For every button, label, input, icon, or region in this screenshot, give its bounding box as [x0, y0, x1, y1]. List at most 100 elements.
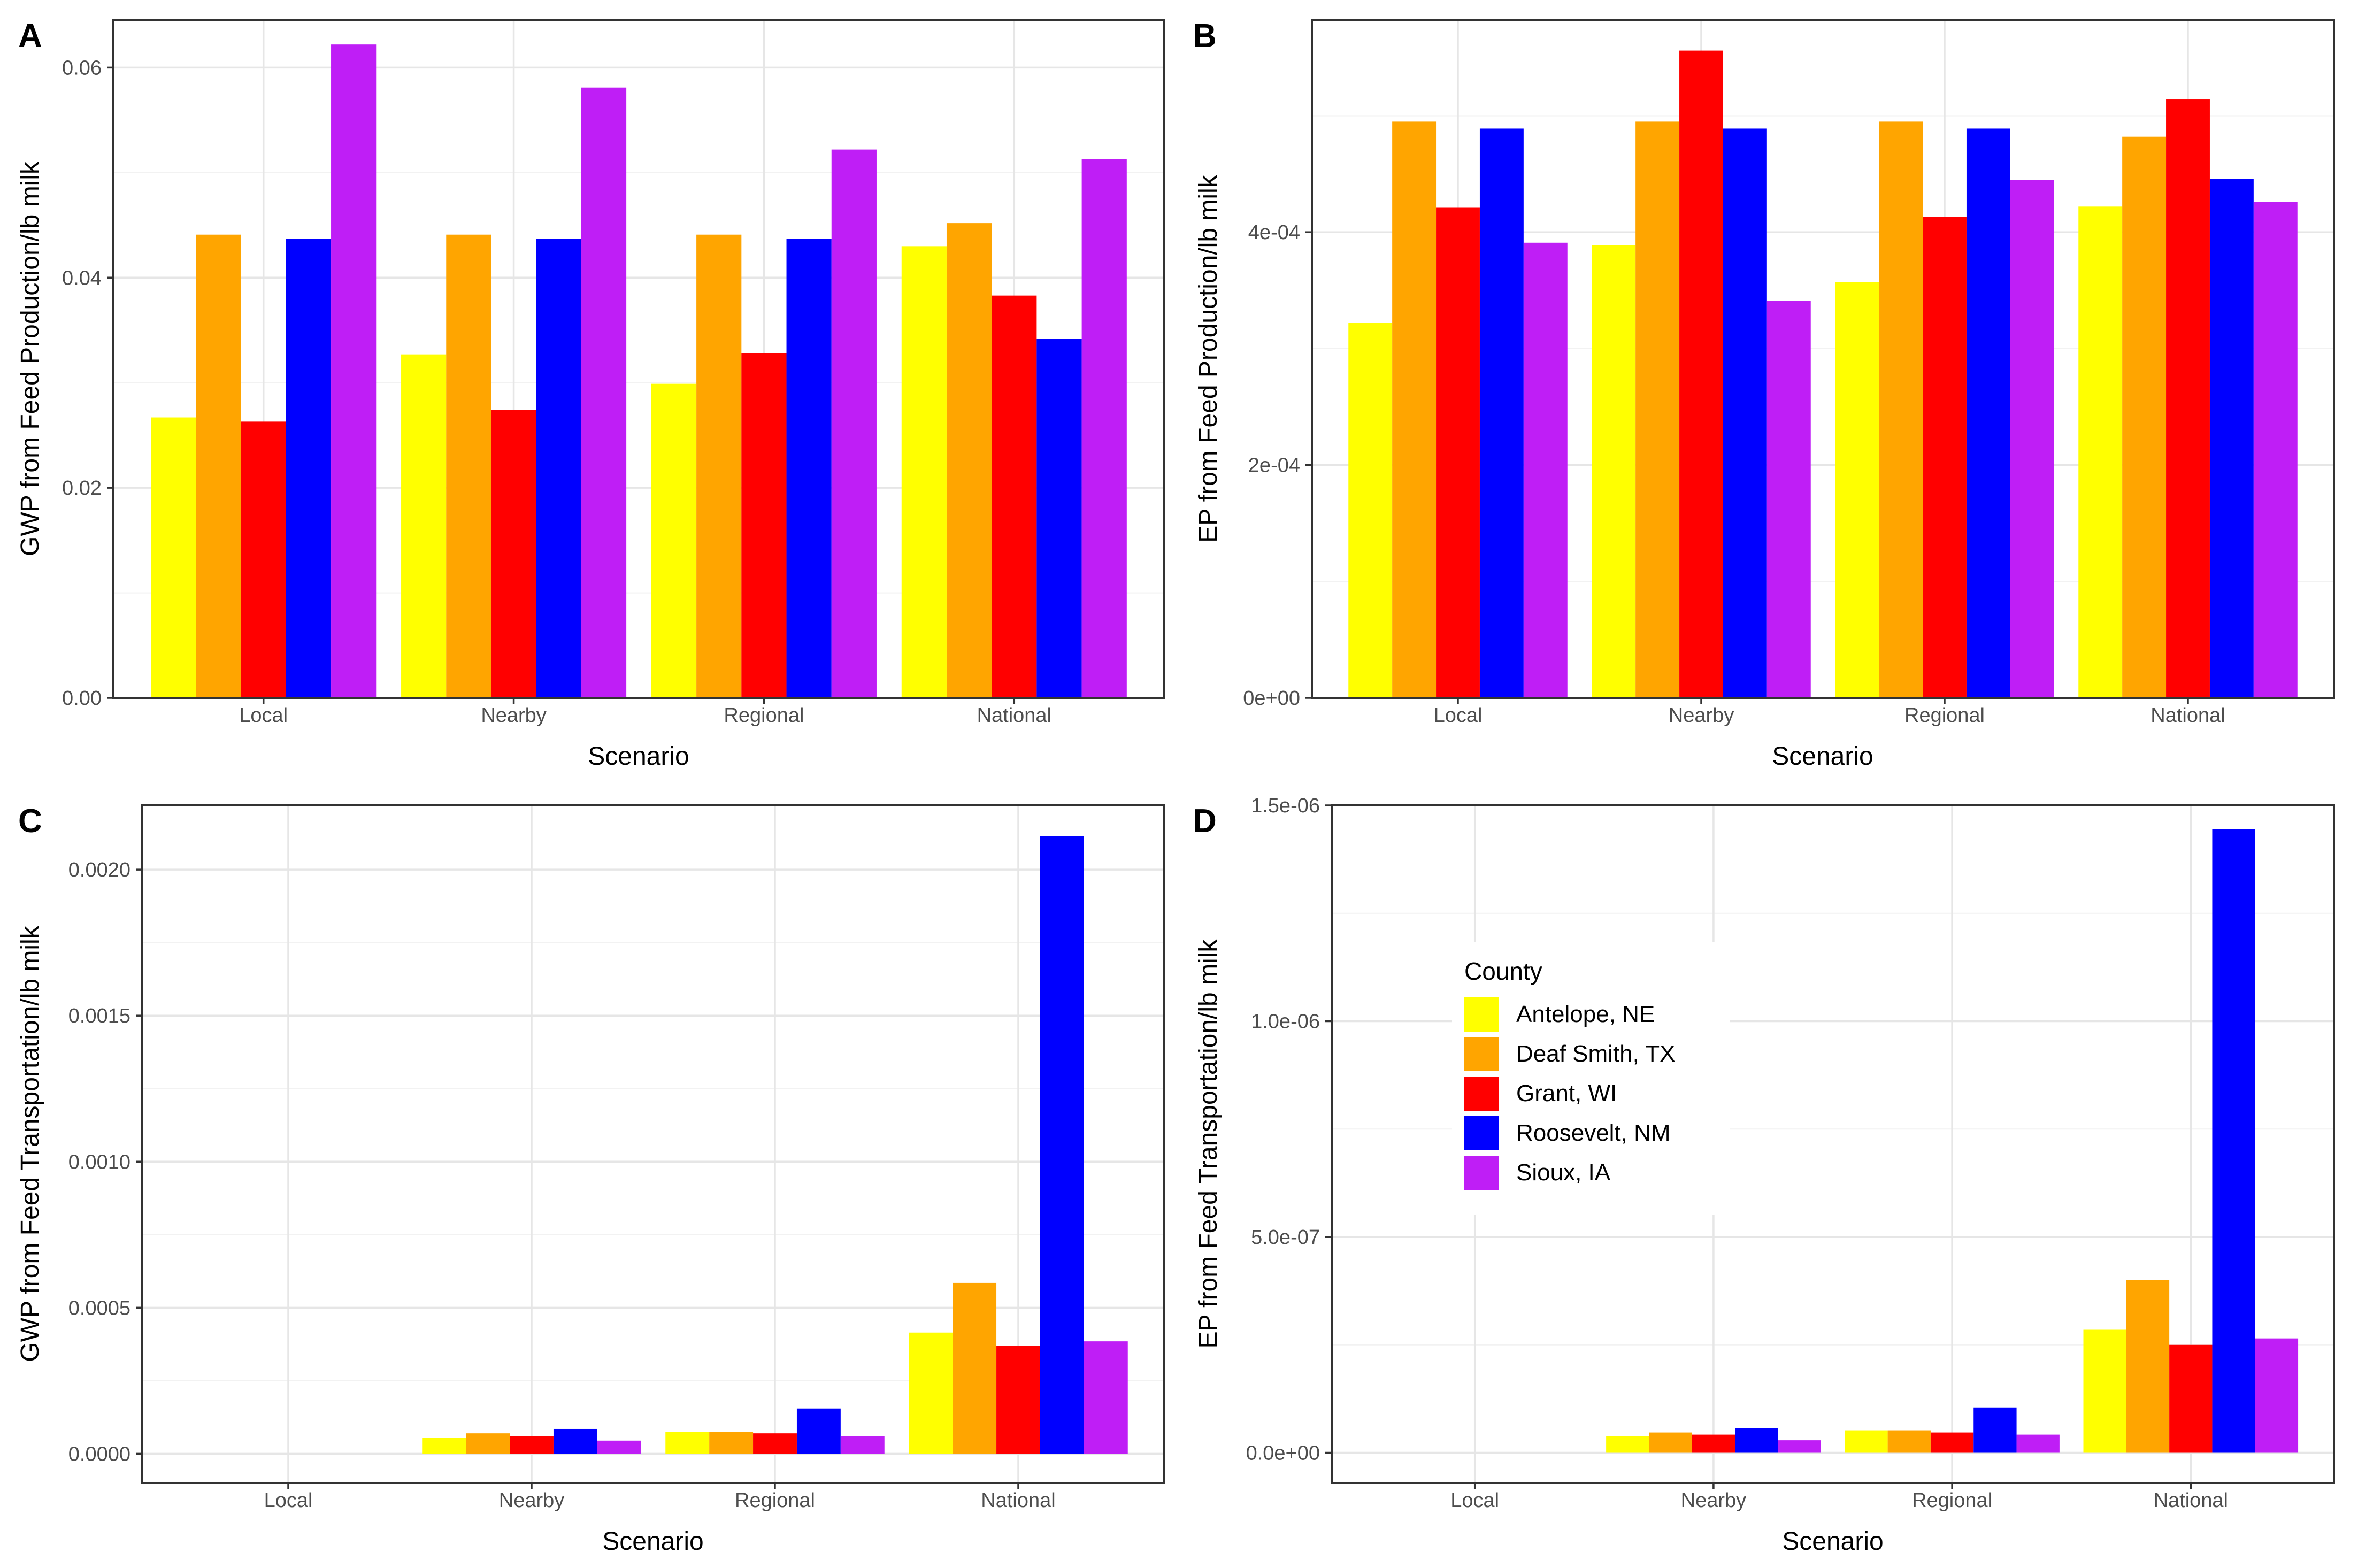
panel-c-bar-grant-wi-regional: [753, 1433, 797, 1454]
panel-c-bar-antelope-ne-national: [909, 1332, 953, 1454]
panel-d-bar-grant-wi-regional: [1930, 1432, 1974, 1453]
panel-b-bar-grant-wi-nearby: [1679, 50, 1723, 698]
panel-d-x-axis-title: Scenario: [1782, 1527, 1883, 1556]
panel-d-bars: [1606, 829, 2299, 1453]
panel-c-bar-grant-wi-national: [996, 1346, 1040, 1454]
panel-b-bar-roosevelt-nm-local: [1479, 128, 1524, 698]
panel-a-bar-roosevelt-nm-regional: [786, 239, 832, 698]
legend-title: County: [1464, 957, 1542, 985]
panel-d-bar-antelope-ne-regional: [1845, 1430, 1888, 1453]
panel-c-x-tick-label: Local: [264, 1489, 313, 1512]
panel-a-bar-deaf-smith-tx-national: [946, 223, 992, 698]
legend-swatch: [1464, 1037, 1499, 1071]
panel-a-bar-roosevelt-nm-national: [1036, 339, 1082, 698]
panel-b-bar-grant-wi-regional: [1923, 217, 1967, 698]
panel-d-bar-deaf-smith-tx-nearby: [1649, 1432, 1692, 1453]
panel-d-y-axis-title: EP from Feed Transportation/lb milk: [1194, 939, 1223, 1349]
panel-d-y-tick-label: 1.5e-06: [1251, 795, 1320, 817]
panel-b-bar-antelope-ne-national: [2078, 206, 2123, 698]
panel-c-x-tick-label: Regional: [735, 1489, 815, 1512]
panel-c-bar-grant-wi-nearby: [510, 1436, 554, 1454]
panel-c-bar-antelope-ne-regional: [665, 1432, 710, 1454]
panel-d-x-axis: Local Nearby Regional National: [1450, 1483, 2228, 1512]
panel-d-bar-sioux-ia-regional: [2016, 1434, 2060, 1453]
panel-c-y-tick-label: 0.0020: [68, 859, 130, 881]
panel-b-bar-deaf-smith-tx-national: [2122, 136, 2167, 698]
panel-c-border: [141, 804, 1165, 1484]
legend-label: Antelope, NE: [1516, 1001, 1655, 1027]
panel-a-bar-grant-wi-regional: [741, 353, 787, 698]
panel-d-letter: D: [1193, 803, 1217, 840]
panel-b-bar-deaf-smith-tx-local: [1392, 121, 1437, 698]
panel-c-bar-deaf-smith-tx-regional: [709, 1432, 754, 1454]
panel-b-bar-deaf-smith-tx-nearby: [1635, 121, 1680, 698]
panel-d-border: [1331, 804, 2335, 1484]
panel-a-bar-sioux-ia-nearby: [581, 87, 627, 698]
panel-b-bar-antelope-ne-nearby: [1592, 245, 1636, 698]
panel-c-y-axis: 0.0000 0.0005 0.0010 0.0015 0.0020: [68, 859, 142, 1465]
panel-b-border: [1311, 19, 2335, 699]
panel-a-letter: A: [18, 18, 42, 55]
panel-a-bar-deaf-smith-tx-regional: [696, 234, 742, 698]
panel-d-y-tick-label: 1.0e-06: [1251, 1011, 1320, 1033]
panel-c-y-tick-label: 0.0000: [68, 1443, 130, 1465]
legend-label: Grant, WI: [1516, 1080, 1617, 1106]
panel-a-bar-deaf-smith-tx-nearby: [446, 234, 491, 698]
legend-swatch: [1464, 1116, 1499, 1150]
panel-c-bar-antelope-ne-nearby: [422, 1438, 466, 1454]
panel-b-bar-antelope-ne-regional: [1835, 282, 1879, 698]
panel-b-bar-grant-wi-national: [2166, 99, 2210, 698]
panel-a-bar-grant-wi-local: [241, 421, 286, 698]
panel-a-bar-grant-wi-nearby: [491, 410, 536, 698]
panel-a-bar-sioux-ia-national: [1081, 159, 1127, 698]
panel-b-bar-sioux-ia-local: [1523, 242, 1568, 698]
panel-a-bars: [151, 44, 1127, 698]
panel-d-bar-roosevelt-nm-nearby: [1735, 1428, 1778, 1453]
panel-d-bar-deaf-smith-tx-regional: [1887, 1430, 1931, 1453]
panel-a-bar-deaf-smith-tx-local: [196, 234, 241, 698]
legend-swatch: [1464, 1156, 1499, 1190]
panel-b-bar-deaf-smith-tx-regional: [1879, 121, 1923, 698]
panel-a-y-axis: 0.00 0.02 0.04 0.06: [62, 57, 113, 710]
legend-swatch: [1464, 997, 1499, 1032]
panel-b-x-tick-label: Nearby: [1669, 704, 1734, 727]
legend-items: Antelope, NE Deaf Smith, TX Grant, WI Roose…: [1464, 997, 1676, 1190]
panel-a-x-axis: Local Nearby Regional National: [239, 698, 1051, 727]
legend-label: Sioux, IA: [1516, 1159, 1611, 1186]
panel-c-y-tick-label: 0.0010: [68, 1151, 130, 1173]
legend-swatch: [1464, 1077, 1499, 1111]
panel-c-x-tick-label: Nearby: [499, 1489, 565, 1512]
panel-a-bar-grant-wi-national: [992, 295, 1037, 698]
panel-b-bar-sioux-ia-national: [2253, 202, 2298, 698]
panel-b-bar-roosevelt-nm-nearby: [1723, 128, 1767, 698]
panel-a-bar-sioux-ia-local: [331, 44, 377, 698]
panel-d-y-axis: 0.0e+00 5.0e-07 1.0e-06 1.5e-06: [1246, 795, 1332, 1465]
panel-b-x-axis: Local Nearby Regional National: [1434, 698, 2225, 727]
panel-b-x-tick-label: Regional: [1904, 704, 1985, 727]
panel-a: A 0.00 0.02 0.04 0.06 Local Nearby Regional Na…: [16, 18, 1165, 771]
panel-a-bar-antelope-ne-local: [151, 417, 196, 698]
panel-b-bars: [1348, 50, 2298, 698]
panel-a-y-tick-label: 0.06: [62, 57, 102, 79]
panel-b-bar-roosevelt-nm-national: [2209, 179, 2254, 698]
panel-c-y-tick-label: 0.0015: [68, 1005, 130, 1027]
panel-a-y-tick-label: 0.02: [62, 477, 102, 499]
panel-b-bar-grant-wi-local: [1436, 207, 1480, 698]
panel-c-bar-sioux-ia-national: [1084, 1341, 1128, 1454]
panel-b-y-axis-title: EP from Feed Production/lb milk: [1194, 174, 1223, 542]
panel-b-x-axis-title: Scenario: [1772, 742, 1873, 771]
panel-d-bar-grant-wi-nearby: [1692, 1434, 1735, 1453]
panel-a-y-axis-title: GWP from Feed Production/lb milk: [16, 161, 44, 556]
panel-c: C 0.0000 0.0005 0.0010 0.0015 0.0020 Local Ne…: [16, 803, 1165, 1556]
panel-c-bar-roosevelt-nm-nearby: [553, 1428, 597, 1454]
panel-b-y-tick-label: 4e-04: [1248, 221, 1300, 244]
panel-b-bar-roosevelt-nm-regional: [1966, 128, 2010, 698]
panel-d-bar-antelope-ne-nearby: [1606, 1436, 1649, 1453]
panel-b-x-tick-label: Local: [1434, 704, 1483, 727]
panel-a-y-tick-label: 0.00: [62, 687, 102, 710]
panel-d: D 0.0e+00 5.0e-07 1.0e-06 1.5e-06 Local Near…: [1193, 795, 2335, 1556]
panel-d-x-tick-label: Nearby: [1681, 1489, 1747, 1512]
panel-c-bar-roosevelt-nm-national: [1040, 836, 1084, 1454]
panel-c-y-axis-title: GWP from Feed Transportation/lb milk: [16, 925, 44, 1362]
